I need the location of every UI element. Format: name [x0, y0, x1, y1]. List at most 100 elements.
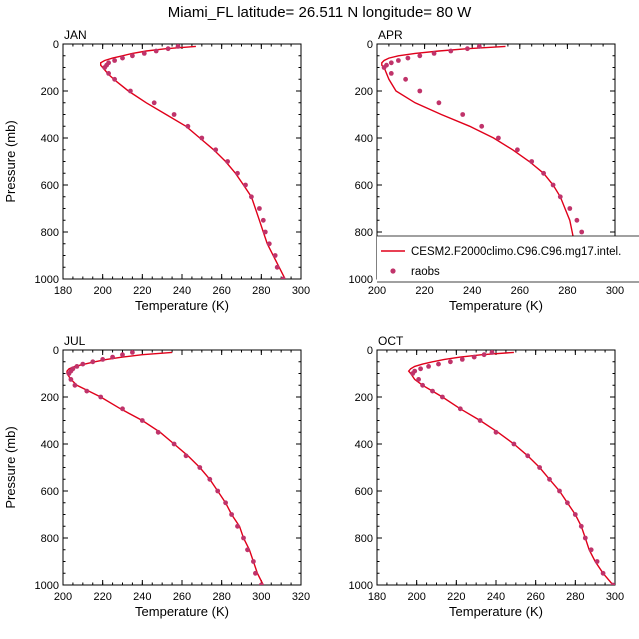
y-tick-label: 400: [355, 439, 373, 451]
raobs-point: [431, 51, 437, 56]
raobs-point: [579, 229, 585, 235]
panel-jan: 180 200 220 240 260 280 300 0 200 400 600 800 1000 JA…: [3, 28, 310, 313]
raobs-point: [257, 206, 262, 211]
raobs-point: [120, 406, 125, 412]
y-tick-label: 800: [41, 533, 59, 545]
x-tick-label: 180: [368, 591, 386, 603]
x-tick-label: 280: [558, 285, 576, 297]
raobs-point: [112, 76, 117, 82]
raobs-point: [175, 44, 181, 49]
raobs-point: [476, 44, 482, 49]
y-tick-label: 1000: [35, 274, 59, 286]
raobs-point: [243, 182, 248, 188]
raobs-point: [430, 388, 435, 394]
raobs-point: [572, 512, 578, 517]
raobs-point: [496, 135, 501, 141]
x-tick-label: 200: [368, 285, 386, 297]
raobs-point: [396, 58, 401, 63]
x-tick-label: 300: [606, 285, 624, 297]
raobs-point: [207, 476, 213, 482]
raobs-point: [541, 170, 546, 176]
raobs-point: [405, 55, 411, 61]
raobs-point: [459, 357, 465, 362]
raobs-point: [381, 65, 387, 70]
raobs-point: [565, 500, 570, 506]
x-axis-label: Temperature (K): [135, 604, 229, 619]
x-tick-label: 280: [566, 591, 584, 603]
y-tick-label: 400: [41, 133, 59, 145]
raobs-point: [199, 135, 205, 141]
raobs-point: [213, 147, 219, 153]
raobs-point: [525, 453, 531, 459]
raobs-point: [90, 359, 96, 365]
raobs-point: [151, 100, 157, 106]
raobs-point: [436, 361, 441, 367]
raobs-point: [460, 112, 466, 117]
x-tick-label: 220: [415, 285, 433, 297]
raobs-point: [197, 465, 203, 470]
y-axis-label: Pressure (mb): [3, 426, 18, 508]
raobs-point: [130, 53, 135, 59]
y-tick-label: 0: [53, 39, 59, 51]
raobs-point: [436, 100, 442, 106]
raobs-point: [72, 382, 78, 388]
raobs-point: [100, 357, 106, 362]
raobs-point: [185, 123, 191, 129]
x-tick-label: 300: [292, 285, 310, 297]
raobs-point: [272, 253, 278, 258]
panel-label: JAN: [64, 28, 87, 42]
raobs-point: [120, 55, 125, 61]
x-tick-label: 200: [54, 591, 72, 603]
x-tick-label: 240: [463, 285, 481, 297]
x-tick-label: 220: [133, 285, 151, 297]
model-line: [381, 45, 606, 279]
panel-apr: 200 220 240 260 280 300 0 200 400 600 800 1000 APR Te…: [349, 28, 639, 313]
raobs-point: [253, 570, 258, 576]
panel-oct: 180 200 220 240 260 280 300 0 200 400 600 800 1000 OC…: [349, 334, 625, 619]
raobs-point: [418, 366, 423, 372]
raobs-point: [130, 350, 135, 355]
raobs-point: [110, 354, 115, 360]
model-line: [100, 45, 286, 279]
raobs-point: [557, 488, 562, 494]
raobs-point: [241, 535, 246, 541]
legend: CESM2.F2000climo.C96.C96.mg17.intel. raob…: [377, 235, 639, 283]
y-tick-label: 0: [367, 39, 373, 51]
raobs-point: [262, 229, 268, 235]
raobs-point: [481, 352, 487, 358]
y-tick-label: 600: [355, 180, 373, 192]
raobs-point: [515, 147, 520, 153]
raobs-point: [74, 364, 80, 369]
raobs-point: [112, 58, 117, 63]
x-tick-label: 260: [511, 285, 529, 297]
raobs-point: [403, 76, 408, 82]
x-tick-label: 220: [447, 591, 465, 603]
raobs-point: [594, 559, 600, 564]
raobs-point: [600, 570, 606, 576]
x-tick-label: 200: [93, 285, 111, 297]
x-tick-label: 200: [407, 591, 425, 603]
raobs-point: [106, 71, 111, 76]
y-tick-label: 800: [355, 227, 373, 239]
raobs-point: [448, 359, 453, 365]
raobs-point: [120, 352, 125, 358]
raobs-point: [479, 123, 485, 129]
y-tick-label: 200: [41, 392, 59, 404]
raobs-point: [153, 48, 159, 54]
raobs-point: [251, 559, 256, 564]
plot-frame: [62, 43, 302, 280]
raobs-point: [511, 441, 517, 447]
plot-frame: [376, 349, 616, 586]
y-tick-label: 1000: [349, 580, 373, 592]
raobs-point: [567, 206, 573, 211]
raobs-point: [266, 241, 272, 247]
plot-frame: [62, 349, 302, 586]
raobs-point: [165, 46, 171, 52]
raobs-point: [420, 382, 425, 388]
raobs-point: [547, 476, 552, 482]
model-line: [66, 351, 264, 585]
raobs-point: [550, 182, 556, 188]
raobs-point: [578, 523, 584, 529]
raobs-point: [426, 364, 431, 369]
raobs-point: [141, 51, 147, 56]
